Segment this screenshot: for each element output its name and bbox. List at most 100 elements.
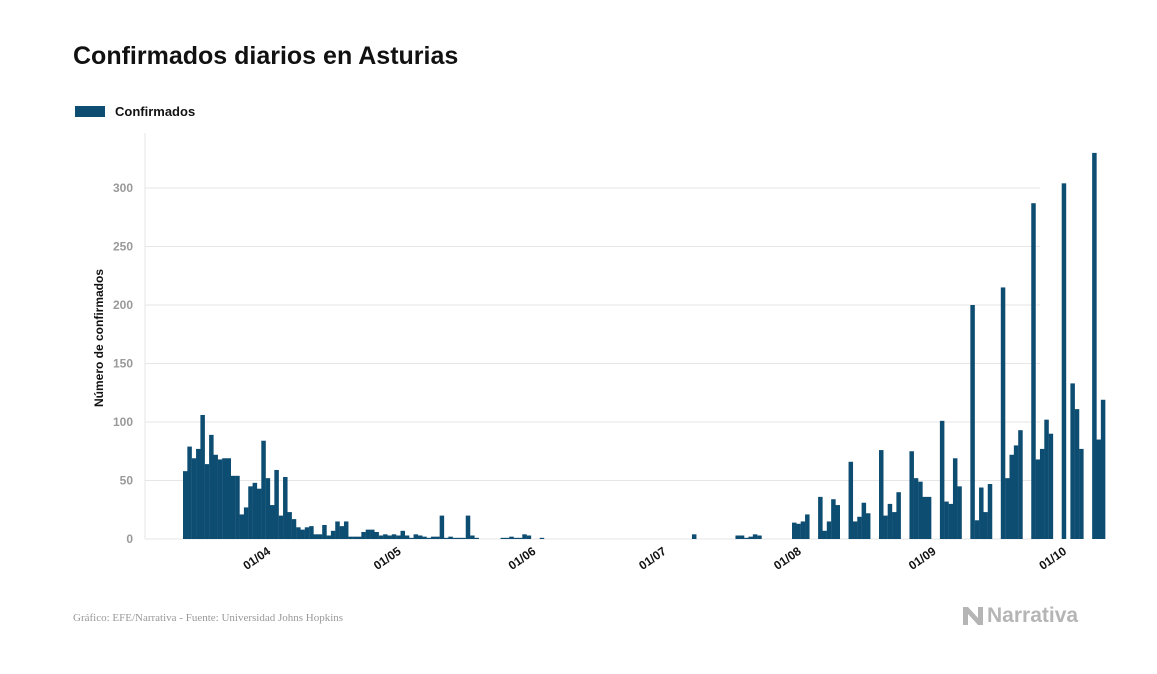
bar <box>926 496 932 539</box>
bar <box>291 519 297 539</box>
bar <box>361 531 366 539</box>
legend-swatch <box>75 106 105 117</box>
bar <box>1018 430 1023 539</box>
bar <box>739 535 745 539</box>
bar <box>857 516 862 539</box>
bar <box>413 534 419 539</box>
bar <box>304 527 310 539</box>
bar <box>1005 478 1010 539</box>
x-tick-label: 01/10 <box>1036 544 1069 573</box>
bar <box>952 458 958 539</box>
bar <box>879 450 884 539</box>
bar <box>983 512 988 539</box>
bar <box>948 503 954 539</box>
bar <box>744 537 749 539</box>
bar <box>430 536 436 539</box>
bar <box>1074 409 1080 539</box>
bar <box>861 502 867 539</box>
bar <box>335 521 340 539</box>
bar <box>504 537 510 539</box>
bar <box>317 534 323 539</box>
x-tick-label: 01/06 <box>506 544 539 573</box>
bar <box>339 526 345 539</box>
bar <box>1031 203 1036 539</box>
x-tick-label: 01/05 <box>371 544 404 573</box>
bar <box>826 521 832 539</box>
bar <box>409 537 414 539</box>
y-tick-label: 150 <box>113 357 133 371</box>
bar <box>209 434 214 539</box>
bar <box>500 537 506 539</box>
bar <box>378 535 384 539</box>
bar <box>313 534 318 539</box>
bar <box>922 496 927 539</box>
bar <box>883 515 888 539</box>
bar <box>444 537 449 539</box>
bar <box>343 521 349 539</box>
bar <box>435 536 440 539</box>
bar <box>792 522 797 539</box>
bar <box>957 486 962 539</box>
bar <box>278 515 284 539</box>
bar <box>757 535 762 539</box>
bar <box>1070 383 1075 539</box>
bar <box>391 534 397 539</box>
bar <box>1061 183 1067 539</box>
bar <box>896 492 901 539</box>
bar <box>1000 287 1006 539</box>
x-tick-label: 01/09 <box>906 544 939 573</box>
bar <box>822 530 827 539</box>
bar <box>800 521 806 539</box>
bar <box>944 501 949 539</box>
bar <box>1048 433 1054 539</box>
bar <box>217 459 223 539</box>
bar <box>348 536 353 539</box>
bar <box>522 534 527 539</box>
x-tick-label: 01/08 <box>771 544 804 573</box>
bar <box>970 305 975 539</box>
narrativa-logo-icon <box>963 607 983 625</box>
bar <box>383 534 388 539</box>
bar <box>265 478 271 539</box>
x-tick-label: 01/04 <box>240 544 273 573</box>
bar <box>1035 459 1041 539</box>
bar <box>796 523 801 539</box>
bar <box>1044 419 1049 539</box>
y-tick-label: 200 <box>113 298 133 312</box>
bar <box>300 529 305 539</box>
bar <box>283 476 288 539</box>
bar <box>892 512 897 539</box>
bar <box>939 420 945 539</box>
bar <box>974 520 980 539</box>
x-axis-ticks: 01/04 01/05 01/06 01/07 01/08 01/09 01/10 <box>240 544 1069 573</box>
bar <box>465 515 471 539</box>
bar <box>365 529 371 539</box>
bar <box>1079 448 1084 539</box>
y-tick-label: 100 <box>113 415 133 429</box>
x-tick-label: 01/07 <box>636 544 669 573</box>
bar <box>270 505 275 539</box>
bar <box>204 464 210 539</box>
bar <box>274 469 279 539</box>
bar <box>448 536 453 539</box>
y-axis-ticks: 0 50 100 150 200 250 300 <box>113 181 133 546</box>
bar <box>183 471 188 539</box>
bar <box>187 446 192 539</box>
bar <box>865 513 871 539</box>
bar <box>509 536 514 539</box>
bar <box>848 461 854 539</box>
y-tick-label: 0 <box>126 532 133 546</box>
source-note: Gráfico: EFE/Narrativa - Fuente: Univers… <box>73 612 344 624</box>
bar <box>457 537 462 539</box>
bar <box>513 537 519 539</box>
bar <box>1092 152 1097 539</box>
bar <box>404 535 410 539</box>
bar <box>239 514 245 539</box>
bar <box>196 448 201 539</box>
bar <box>370 529 375 539</box>
brand-name: Narrativa <box>987 604 1079 627</box>
y-tick-label: 300 <box>113 181 133 195</box>
bar <box>326 535 332 539</box>
bar <box>979 487 984 539</box>
